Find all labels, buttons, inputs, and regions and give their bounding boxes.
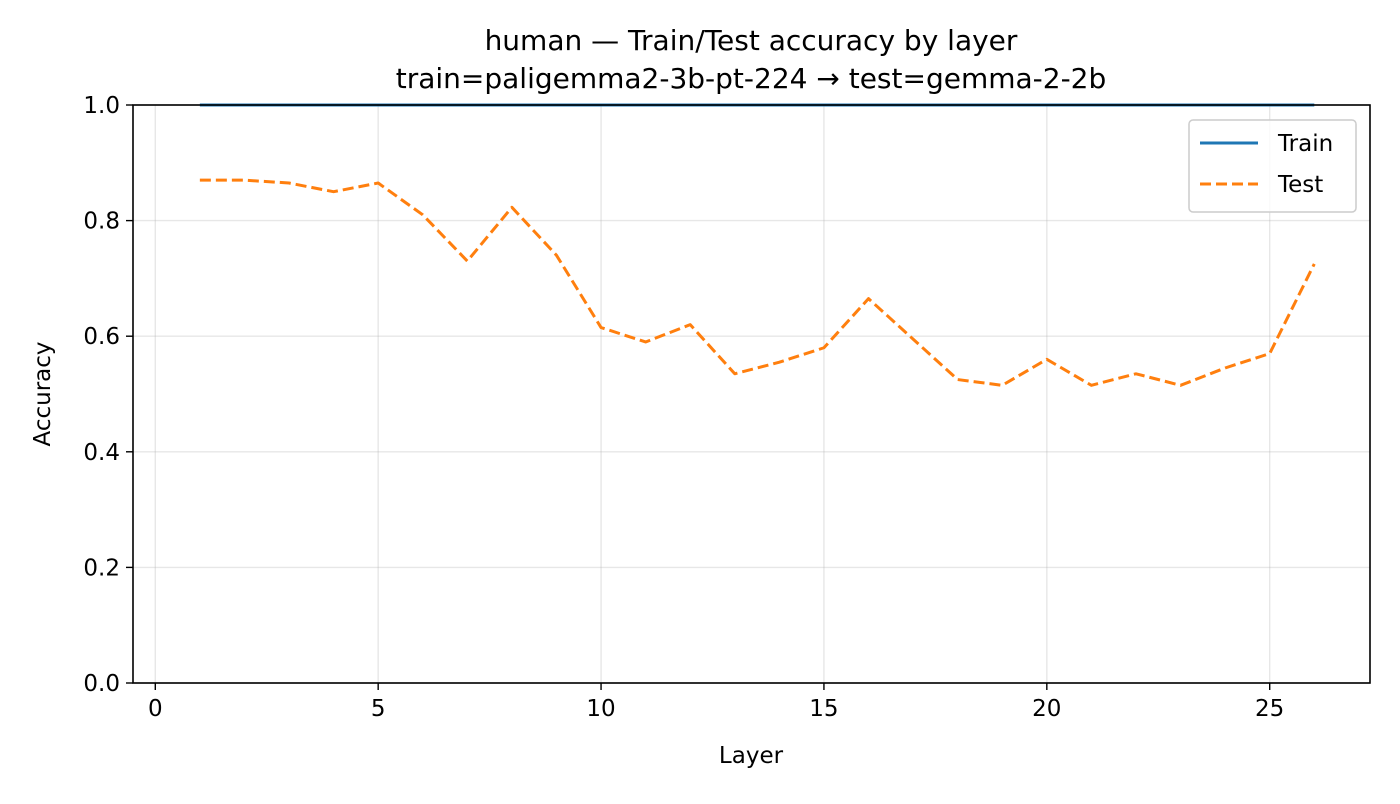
- y-axis-label: Accuracy: [30, 341, 56, 446]
- y-tick-label: 0.6: [83, 324, 120, 350]
- legend: Train Test: [1188, 119, 1357, 213]
- series-line-test: [199, 178, 1316, 387]
- plot-frame: [132, 104, 1371, 684]
- x-tick-label: 0: [148, 696, 163, 722]
- legend-label-train: Train: [1277, 131, 1333, 157]
- y-tick-label: 0.8: [83, 209, 120, 235]
- axis-ticks: 0 5 10 15 20 25 0.0 0.2 0.4 0.6 0.8 1.0: [83, 93, 1284, 722]
- y-tick-label: 0.0: [83, 671, 120, 697]
- legend-label-test: Test: [1277, 172, 1323, 198]
- x-tick-label: 5: [371, 696, 386, 722]
- chart-title: human — Train/Test accuracy by layer: [485, 24, 1018, 57]
- y-tick-label: 0.2: [83, 555, 120, 581]
- x-tick-label: 25: [1255, 696, 1284, 722]
- x-tick-label: 20: [1032, 696, 1061, 722]
- y-tick-label: 0.4: [83, 440, 120, 466]
- x-tick-label: 15: [809, 696, 838, 722]
- y-tick-label: 1.0: [83, 93, 120, 119]
- x-axis-label: Layer: [719, 743, 784, 769]
- x-tick-label: 10: [586, 696, 615, 722]
- chart-subtitle: train=paligemma2-3b-pt-224 → test=gemma-…: [396, 62, 1107, 95]
